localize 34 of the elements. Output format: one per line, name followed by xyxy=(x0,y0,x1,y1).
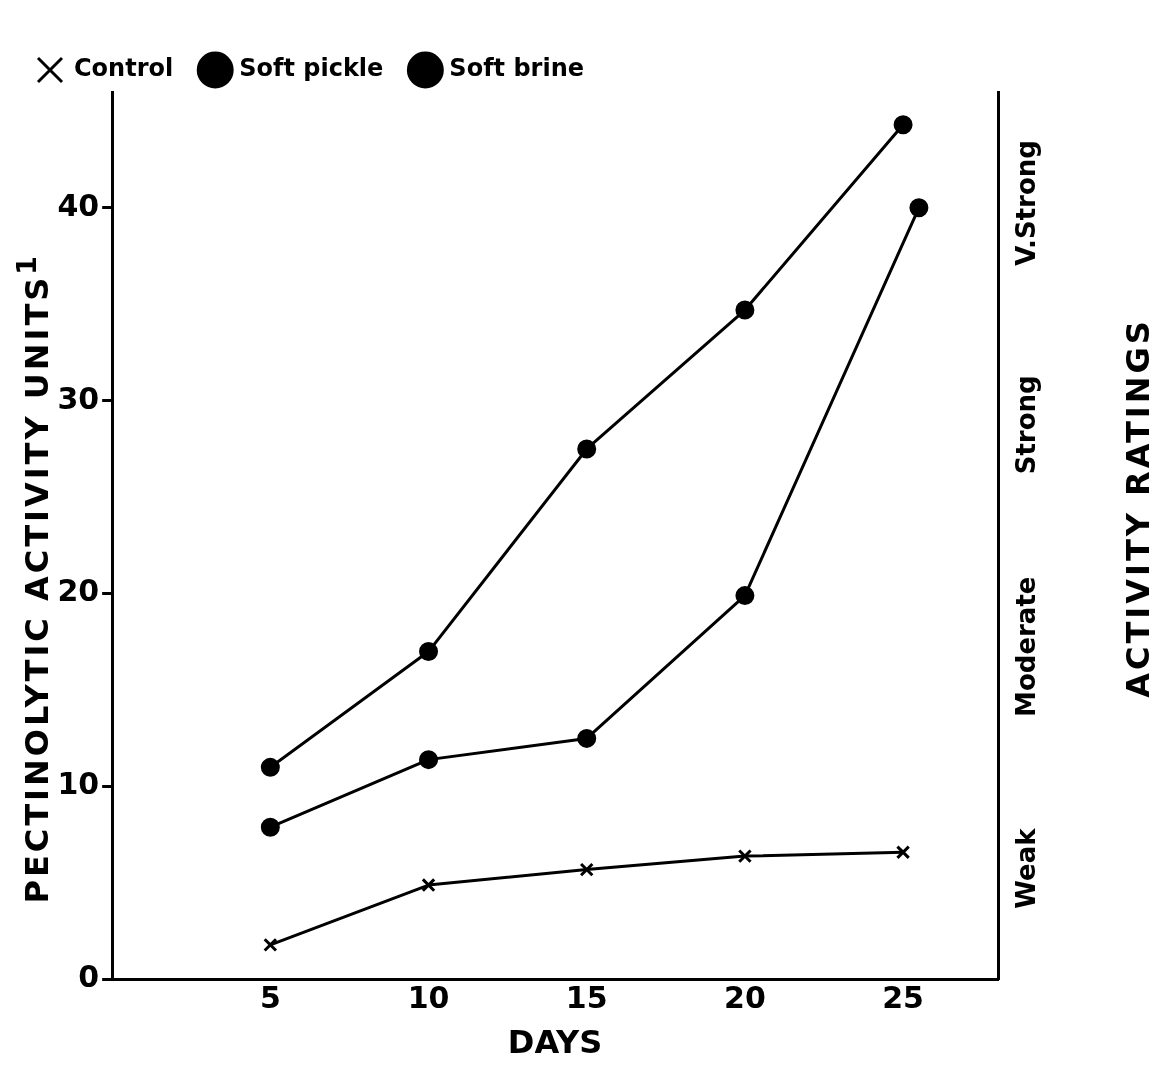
x-axis-title: DAYS xyxy=(507,1023,603,1062)
legend-label: Soft pickle xyxy=(239,54,384,83)
y-tick-label: 20 xyxy=(57,573,100,609)
point xyxy=(263,937,278,953)
text: Strong xyxy=(1010,375,1041,475)
point xyxy=(421,877,436,893)
point xyxy=(577,728,597,748)
y-tick-label: 40 xyxy=(57,187,100,223)
legend-label: Soft brine xyxy=(449,54,585,83)
point xyxy=(577,439,597,459)
text: Moderate xyxy=(1010,576,1041,717)
x-tick-label: 25 xyxy=(882,980,924,1016)
x-tick-label: 10 xyxy=(407,980,450,1016)
text: V.Strong xyxy=(1010,140,1041,266)
text: Weak xyxy=(1010,827,1041,909)
point xyxy=(419,642,439,662)
point xyxy=(895,845,911,860)
point xyxy=(737,848,753,864)
point xyxy=(909,198,929,218)
x-tick-label: 15 xyxy=(565,980,608,1016)
legend-label: Control xyxy=(74,54,174,83)
point xyxy=(893,115,913,135)
x-tick-label: 5 xyxy=(259,980,281,1016)
y-tick-label: 10 xyxy=(57,766,100,802)
point xyxy=(579,862,594,877)
y2-axis-title: ACTIVITY RATINGS xyxy=(1119,318,1158,698)
x-tick-label: 20 xyxy=(724,980,766,1016)
point xyxy=(260,757,280,777)
point xyxy=(260,817,280,837)
point xyxy=(419,750,439,770)
y-tick-label: 30 xyxy=(57,380,100,416)
point xyxy=(735,586,755,606)
y-tick-label: 0 xyxy=(78,959,100,995)
point xyxy=(735,300,755,320)
